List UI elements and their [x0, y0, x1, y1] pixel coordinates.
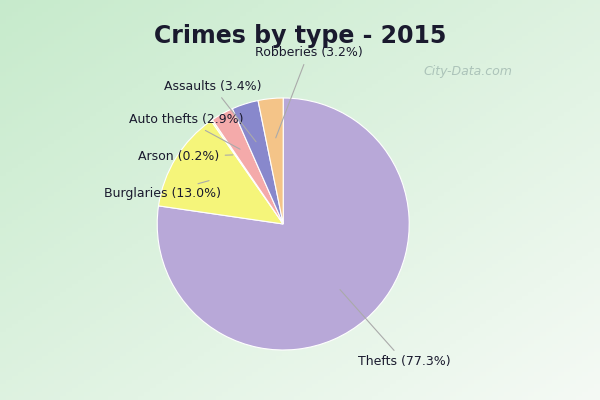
Text: Thefts (77.3%): Thefts (77.3%) [340, 290, 451, 368]
Wedge shape [212, 109, 283, 224]
Text: Crimes by type - 2015: Crimes by type - 2015 [154, 24, 446, 48]
Text: Burglaries (13.0%): Burglaries (13.0%) [104, 181, 221, 200]
Text: Robberies (3.2%): Robberies (3.2%) [254, 46, 362, 138]
Wedge shape [157, 98, 409, 350]
Wedge shape [211, 120, 283, 224]
Text: Auto thefts (2.9%): Auto thefts (2.9%) [128, 113, 243, 149]
Text: Assaults (3.4%): Assaults (3.4%) [164, 80, 262, 142]
Wedge shape [158, 121, 283, 224]
Wedge shape [232, 100, 283, 224]
Text: City-Data.com: City-Data.com [424, 66, 512, 78]
Text: Arson (0.2%): Arson (0.2%) [139, 150, 233, 163]
Wedge shape [258, 98, 283, 224]
